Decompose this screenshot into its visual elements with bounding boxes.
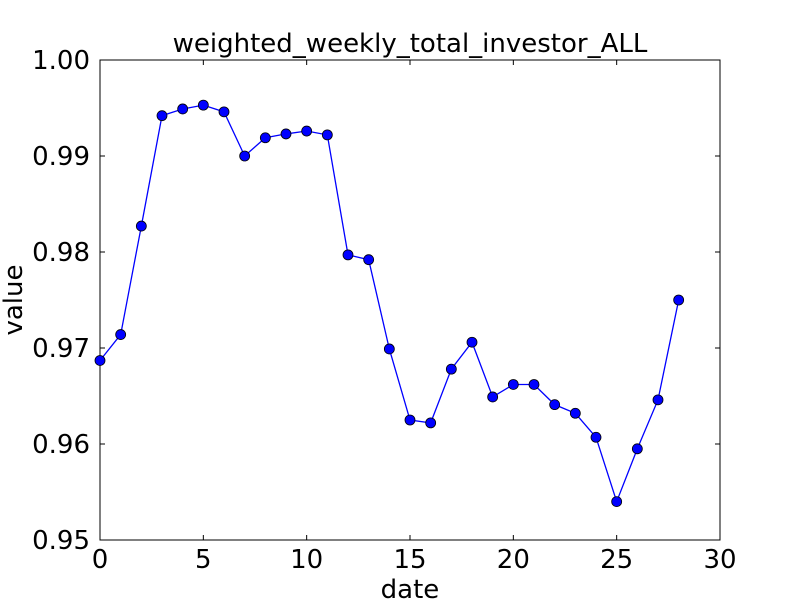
data-point bbox=[94, 355, 106, 366]
data-point bbox=[321, 129, 333, 141]
x-axis: 0 5 10 15 20 25 30 bbox=[92, 60, 737, 575]
data-point bbox=[197, 99, 209, 111]
x-tick-label: 30 bbox=[703, 545, 736, 575]
data-point bbox=[425, 417, 437, 429]
x-tick-label: 20 bbox=[497, 545, 530, 575]
data-point bbox=[218, 106, 230, 118]
x-tick-label: 25 bbox=[600, 545, 633, 575]
data-point bbox=[342, 249, 354, 261]
data-point bbox=[280, 128, 292, 140]
series-line bbox=[99, 104, 680, 504]
y-tick-label: 0.99 bbox=[32, 142, 90, 172]
data-point bbox=[673, 294, 685, 306]
data-point bbox=[445, 363, 457, 375]
data-point bbox=[528, 379, 540, 390]
data-point bbox=[404, 414, 416, 426]
chart-title: weighted_weekly_total_investor_ALL bbox=[173, 29, 648, 59]
data-point bbox=[259, 132, 271, 144]
series-points bbox=[94, 99, 685, 508]
x-tick-label: 15 bbox=[393, 545, 426, 575]
y-axis: 0.95 0.96 0.97 0.98 0.99 1.00 bbox=[32, 46, 720, 556]
x-tick-label: 5 bbox=[195, 545, 212, 575]
data-point bbox=[177, 103, 189, 115]
data-point bbox=[156, 110, 168, 122]
data-point bbox=[569, 407, 581, 419]
x-axis-label: date bbox=[381, 575, 440, 600]
data-point bbox=[487, 391, 499, 403]
data-point bbox=[611, 496, 623, 508]
data-point bbox=[363, 254, 375, 266]
data-point bbox=[631, 443, 643, 455]
y-tick-label: 0.98 bbox=[32, 238, 90, 268]
data-point bbox=[383, 343, 395, 355]
data-point bbox=[239, 150, 251, 162]
x-tick-label: 10 bbox=[290, 545, 323, 575]
x-tick-label: 0 bbox=[92, 545, 109, 575]
data-point bbox=[549, 399, 561, 411]
plot-area bbox=[99, 59, 721, 541]
data-point bbox=[507, 379, 519, 390]
y-tick-label: 1.00 bbox=[32, 46, 90, 76]
data-point bbox=[115, 329, 127, 340]
data-point bbox=[590, 431, 602, 443]
y-tick-label: 0.95 bbox=[32, 526, 90, 556]
y-tick-label: 0.96 bbox=[32, 430, 90, 460]
data-point bbox=[652, 394, 664, 406]
y-axis-label: value bbox=[0, 264, 29, 335]
data-point bbox=[135, 220, 147, 232]
y-tick-label: 0.97 bbox=[32, 334, 90, 364]
data-point bbox=[466, 336, 478, 348]
data-point bbox=[301, 125, 313, 137]
